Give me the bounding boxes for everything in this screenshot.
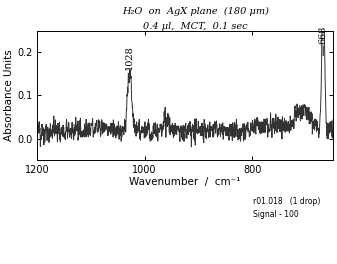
Text: 0.4 μl,  MCT,  0.1 sec: 0.4 μl, MCT, 0.1 sec [143, 22, 248, 31]
Text: 1028: 1028 [125, 45, 134, 69]
Text: H₂O  on  AgX plane  (180 μm): H₂O on AgX plane (180 μm) [122, 7, 269, 16]
Text: Signal - 100: Signal - 100 [253, 210, 299, 219]
X-axis label: Wavenumber  /  cm⁻¹: Wavenumber / cm⁻¹ [129, 177, 241, 187]
Text: r01.018   (1 drop): r01.018 (1 drop) [253, 197, 320, 206]
Text: 668: 668 [319, 25, 328, 44]
Y-axis label: Absorbance Units: Absorbance Units [4, 50, 14, 141]
